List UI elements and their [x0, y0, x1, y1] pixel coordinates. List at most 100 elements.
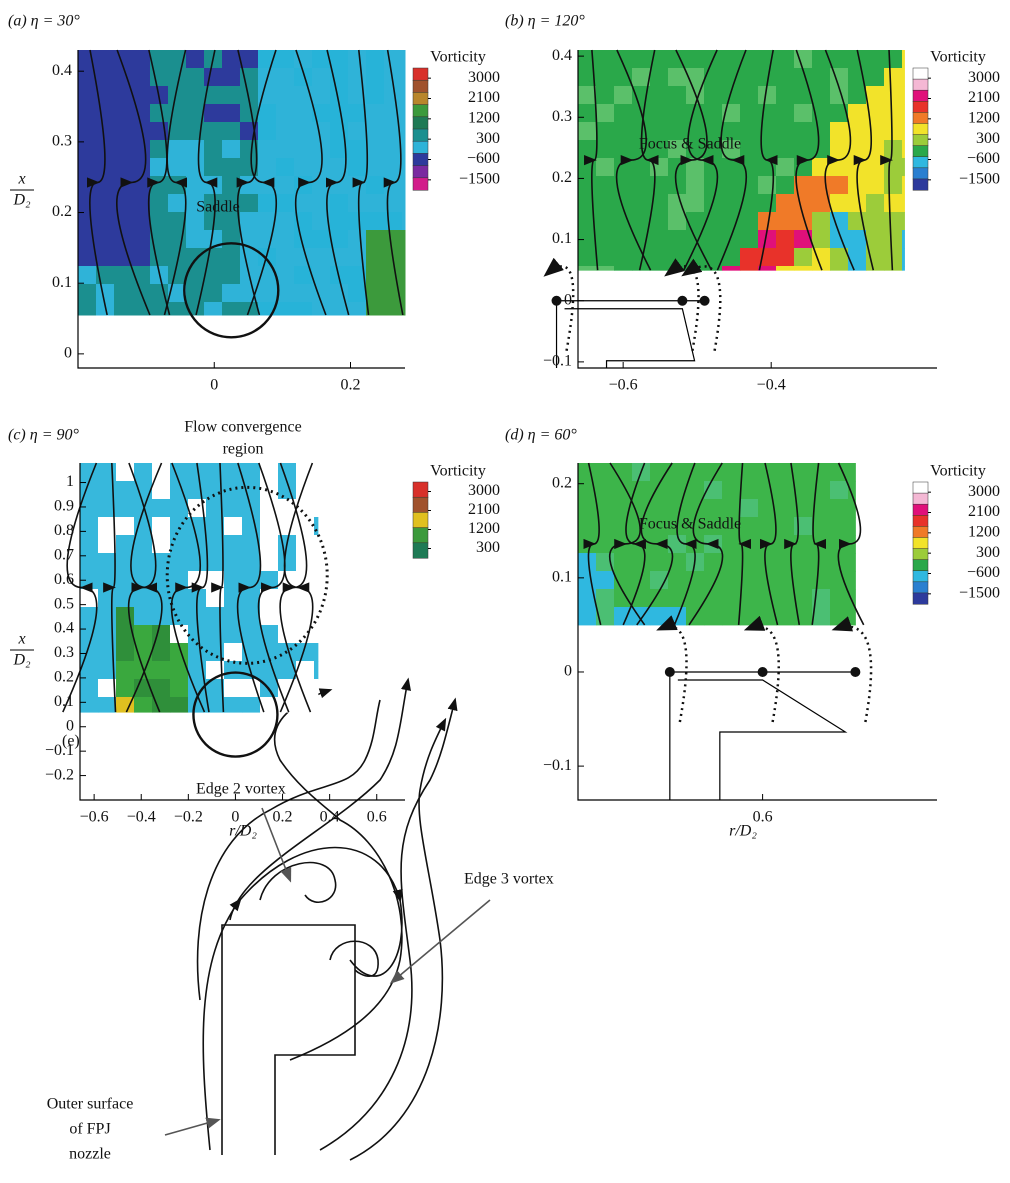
contour-cell [240, 104, 259, 123]
contour-cell [722, 463, 741, 482]
contour-cell [830, 463, 849, 482]
contour-cell [80, 553, 99, 572]
y-tick-label: 0.4 [552, 47, 572, 64]
streamline [325, 49, 350, 316]
colorbar-swatch [412, 481, 429, 498]
contour-cell [740, 194, 759, 213]
contour-cell [258, 284, 277, 303]
contour-cell [740, 104, 759, 123]
contour-cell [758, 553, 777, 572]
contour-cell [78, 248, 97, 267]
contour-cell [132, 104, 151, 123]
contour-cell [722, 176, 741, 195]
contour-cell [170, 463, 189, 482]
contour-cell [848, 266, 867, 271]
contour-cell [348, 86, 367, 105]
contour-cell [902, 158, 905, 177]
contour-cell [314, 607, 319, 626]
contour-cell [848, 86, 867, 105]
contour-cell [98, 463, 117, 482]
contour-cell [740, 266, 759, 271]
contour-cell [224, 643, 243, 662]
contour-cell [278, 553, 297, 572]
contour-cell [276, 266, 295, 285]
contour-cell [314, 661, 319, 680]
contour-cell [776, 68, 795, 87]
colorbar-swatch [912, 145, 929, 158]
contour-cell [758, 266, 777, 271]
contour-cell [114, 266, 133, 285]
contour-cell [366, 140, 385, 159]
contour-cell [596, 140, 615, 159]
contour-cell [794, 517, 813, 536]
contour-cell [722, 607, 741, 626]
node [664, 666, 675, 677]
contour-cell [650, 517, 669, 536]
colorbar-label: 1200 [968, 110, 1000, 127]
streamline [583, 462, 602, 626]
streamline [638, 49, 659, 271]
vortex [259, 861, 337, 904]
contour-cell [330, 176, 349, 195]
panel-title: (a) η = 30° [8, 13, 80, 30]
contour-cell [902, 248, 905, 267]
contour-cell [650, 266, 669, 271]
contour-cell [116, 517, 135, 536]
contour-cell [150, 50, 169, 69]
streamline [319, 697, 458, 1151]
contour-cell [758, 481, 777, 500]
colorbar-swatch [912, 526, 929, 539]
contour-cell [222, 266, 241, 285]
contour-cell [722, 553, 741, 572]
contour-cell [312, 50, 331, 69]
x-tick-label: 0.2 [273, 809, 293, 826]
contour-cell [776, 230, 795, 249]
contour-cell [224, 481, 243, 500]
contour-cell [96, 248, 115, 267]
contour-cell [776, 158, 795, 177]
y-tick-label: 0.2 [54, 669, 74, 686]
contour-cell [294, 230, 313, 249]
pointer-arrow [261, 807, 292, 883]
contour-cell [296, 553, 315, 572]
contour-cell [866, 104, 885, 123]
contour-cell [348, 284, 367, 303]
contour-cell [330, 86, 349, 105]
contour-cell [740, 553, 759, 572]
contour-cell [402, 176, 406, 195]
contour-cell [650, 86, 669, 105]
contour-cell [98, 553, 117, 572]
contour-cell [204, 194, 223, 213]
y-tick-label: 0.4 [52, 62, 72, 79]
contour-cell [402, 248, 406, 267]
contour-cell [402, 284, 406, 303]
contour-cell [348, 122, 367, 141]
contour-cell [402, 194, 406, 213]
contour-cell [186, 140, 205, 159]
colorbar-swatch [912, 481, 929, 494]
streamline [383, 49, 404, 316]
contour-cell [740, 212, 759, 231]
contour-cell [812, 50, 831, 69]
nozzle-outline [221, 924, 356, 1155]
contour-cell [866, 230, 885, 249]
annotation: Focus & Saddle [639, 136, 741, 153]
contour-cell [794, 122, 813, 141]
contour-cell [296, 679, 315, 698]
contour-cell [384, 230, 403, 249]
streamline [279, 462, 312, 713]
contour-cell [96, 104, 115, 123]
contour-cell [294, 68, 313, 87]
contour-cell [314, 499, 319, 518]
contour-cell [704, 463, 723, 482]
contour-cell [812, 248, 831, 267]
contour-cell [188, 697, 207, 713]
contour-cell [686, 176, 705, 195]
contour-cell [866, 50, 885, 69]
contour-cell [224, 697, 243, 713]
y-tick-label: 0 [564, 663, 572, 680]
x-tick-label: 0.6 [367, 809, 387, 826]
contour-cell [578, 212, 597, 231]
contour-cell [134, 607, 153, 626]
contour-cell [114, 212, 133, 231]
